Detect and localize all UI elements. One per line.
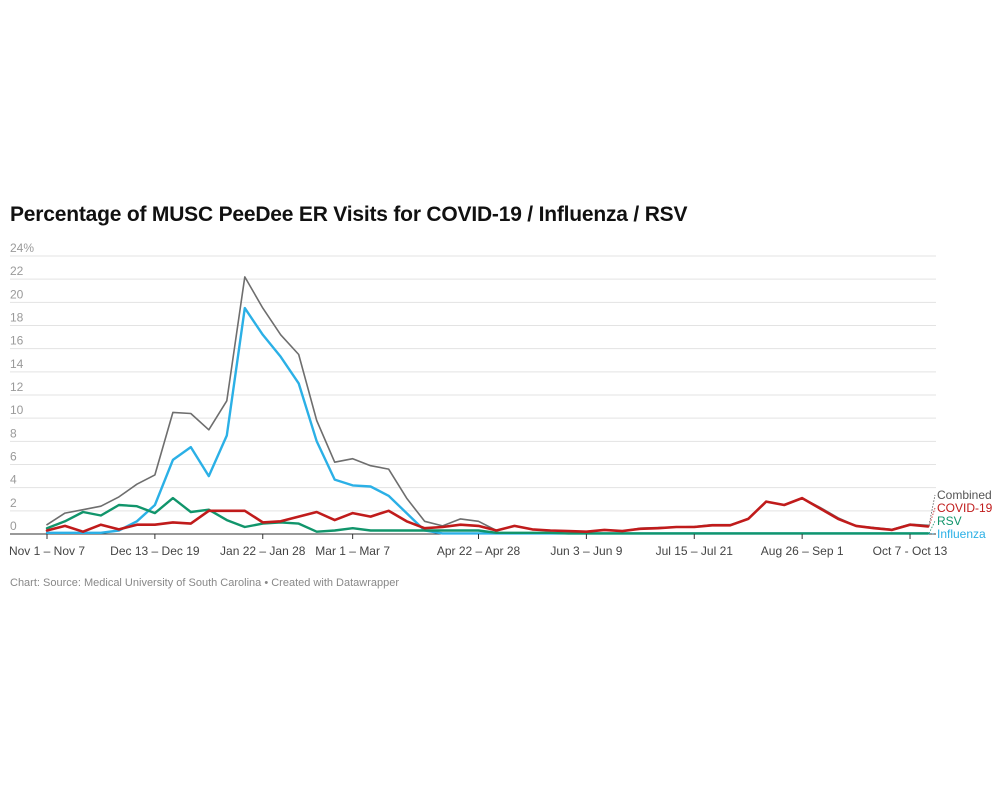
- series-label-connector: [928, 520, 936, 534]
- y-tick-label: 0: [10, 519, 17, 533]
- series-label-influenza: Influenza: [937, 527, 986, 541]
- x-tick-label: Dec 13 – Dec 19: [110, 544, 200, 558]
- series-label-rsv: RSV: [937, 514, 962, 528]
- series-label-connector: [928, 494, 936, 526]
- y-tick-label: 22: [10, 264, 24, 278]
- x-axis-ticks: Nov 1 – Nov 7 Dec 13 – Dec 19 Jan 22 – Jan…: [9, 534, 948, 558]
- y-tick-label: 18: [10, 311, 24, 325]
- y-tick-label: 16: [10, 334, 24, 348]
- y-tick-label: 8: [10, 426, 17, 440]
- y-tick-label: 2: [10, 496, 17, 510]
- series-label-covid-19: COVID-19: [937, 501, 993, 515]
- grid-lines: [10, 255, 936, 535]
- x-tick-label: Jul 15 – Jul 21: [656, 544, 734, 558]
- source-note: Chart: Source: Medical University of Sou…: [10, 577, 400, 589]
- x-tick-label: Oct 7 - Oct 13: [873, 544, 948, 558]
- series-line-rsv: [45, 496, 930, 535]
- y-tick-label: 24%: [10, 241, 34, 255]
- y-tick-label: 14: [10, 357, 24, 371]
- y-tick-label: 12: [10, 380, 24, 394]
- series-label-connector: [928, 507, 936, 527]
- y-tick-label: 4: [10, 473, 17, 487]
- x-tick-label: Nov 1 – Nov 7: [9, 544, 85, 558]
- y-tick-label: 6: [10, 450, 17, 464]
- series-line-covid-19: [45, 496, 930, 534]
- x-tick-label: Jan 22 – Jan 28: [220, 544, 306, 558]
- y-axis-ticks: 0 2 4 6 8 10 12 14 16 18 20 22 24%: [10, 241, 34, 533]
- y-tick-label: 20: [10, 287, 24, 301]
- series-label-combined: Combined: [937, 488, 992, 502]
- chart-title: Percentage of MUSC PeeDee ER Visits for …: [10, 203, 688, 226]
- x-tick-label: Aug 26 – Sep 1: [761, 544, 844, 558]
- x-tick-label: Mar 1 – Mar 7: [315, 544, 390, 558]
- y-tick-label: 10: [10, 403, 24, 417]
- series-lines: [45, 276, 930, 535]
- series-label-connector: [928, 533, 936, 535]
- x-tick-label: Apr 22 – Apr 28: [437, 544, 521, 558]
- series-line-combined: [46, 276, 929, 533]
- x-tick-label: Jun 3 – Jun 9: [550, 544, 622, 558]
